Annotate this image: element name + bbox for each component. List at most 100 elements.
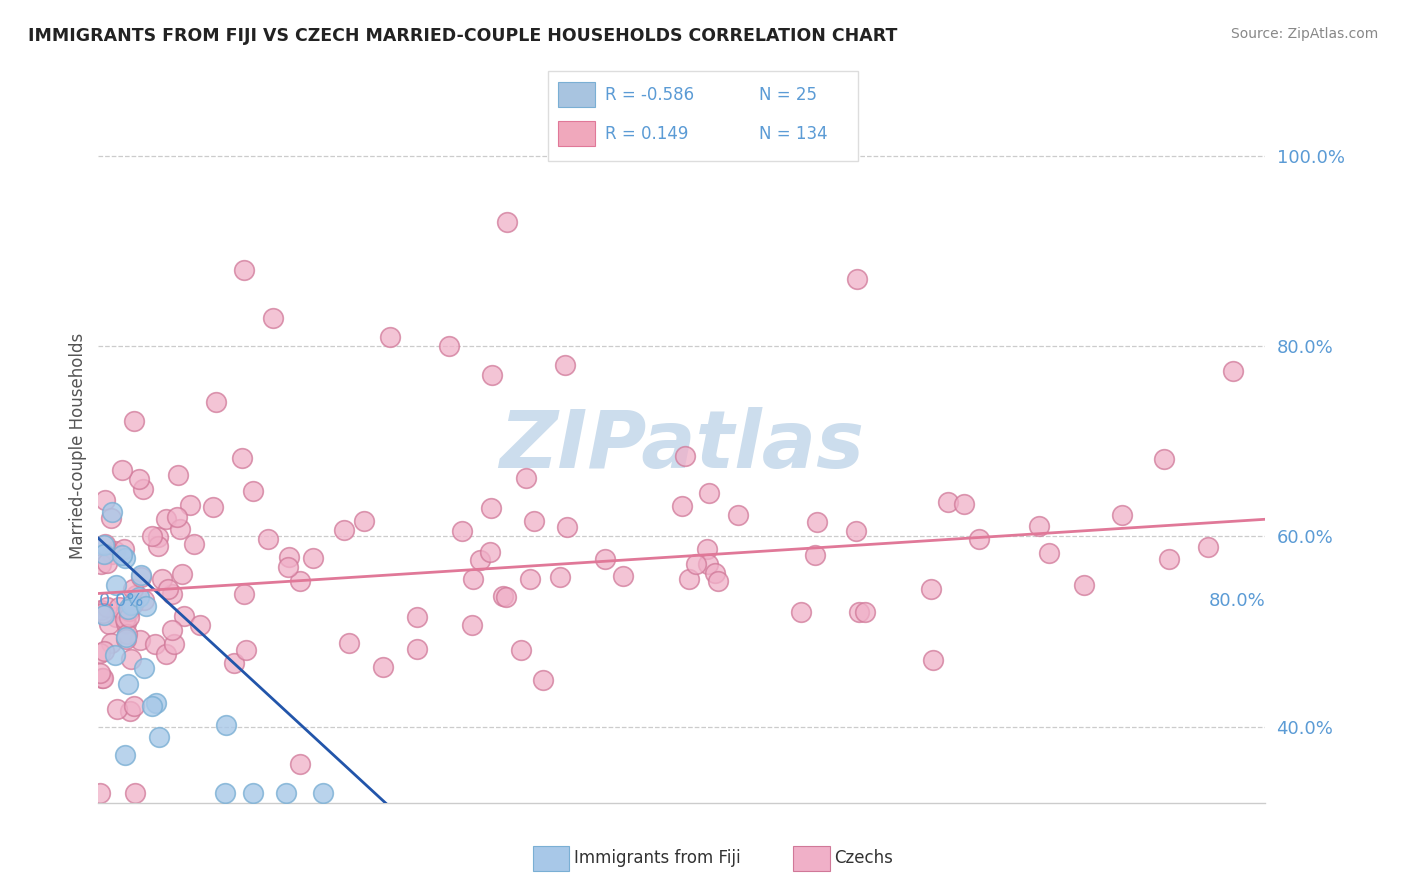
Point <box>135 599 157 613</box>
Point <box>129 632 152 647</box>
Point <box>214 786 236 800</box>
Point <box>90 603 112 617</box>
Point <box>593 551 616 566</box>
Point <box>105 610 128 624</box>
Point <box>202 500 225 515</box>
Point <box>156 582 179 596</box>
Point <box>461 618 484 632</box>
Point <box>112 541 135 556</box>
Point <box>1038 546 1060 560</box>
Point <box>256 533 278 547</box>
Point <box>114 550 136 565</box>
Text: Czechs: Czechs <box>834 849 893 867</box>
Text: Source: ZipAtlas.com: Source: ZipAtlas.com <box>1230 27 1378 41</box>
Point <box>845 524 868 538</box>
Point <box>160 587 183 601</box>
Point <box>531 673 554 688</box>
Point <box>100 511 122 525</box>
Point <box>179 499 201 513</box>
Point <box>117 627 139 641</box>
Point <box>110 548 132 562</box>
Point <box>673 449 696 463</box>
Point <box>463 572 485 586</box>
Text: N = 25: N = 25 <box>759 86 817 103</box>
Point <box>803 548 825 562</box>
Point <box>94 493 117 508</box>
Point <box>1157 551 1180 566</box>
Point <box>233 587 256 601</box>
Text: ZIPatlas: ZIPatlas <box>499 407 865 485</box>
Point <box>100 636 122 650</box>
Point <box>94 537 117 551</box>
Point <box>277 550 299 565</box>
Point <box>114 748 136 763</box>
Point <box>1153 451 1175 466</box>
Point <box>274 786 297 800</box>
Point <box>183 537 205 551</box>
Point <box>143 637 166 651</box>
Point <box>353 514 375 528</box>
Point <box>846 272 869 286</box>
Point <box>235 643 257 657</box>
Point <box>141 528 163 542</box>
Point <box>1028 519 1050 533</box>
Text: R = 0.149: R = 0.149 <box>605 125 688 143</box>
Point <box>920 582 942 597</box>
Point <box>104 648 127 662</box>
Point <box>548 570 571 584</box>
Point <box>129 568 152 582</box>
Point <box>1222 364 1244 378</box>
Point <box>91 671 114 685</box>
Point <box>706 574 728 588</box>
Point <box>128 590 150 604</box>
Point <box>515 471 537 485</box>
Point <box>120 704 142 718</box>
Point <box>952 496 974 510</box>
Point <box>936 495 959 509</box>
Point <box>967 532 990 546</box>
Point <box>122 699 145 714</box>
Point <box>373 660 395 674</box>
Point <box>233 263 256 277</box>
Point <box>104 544 127 558</box>
Point <box>1197 540 1219 554</box>
Point <box>93 547 115 561</box>
Point <box>169 522 191 536</box>
Point <box>155 648 177 662</box>
Point <box>380 329 402 343</box>
Point <box>93 607 115 622</box>
Point <box>114 612 136 626</box>
Text: 80.0%: 80.0% <box>1209 592 1265 610</box>
Point <box>704 566 727 580</box>
Point <box>288 574 311 588</box>
Point <box>132 483 155 497</box>
Point <box>125 588 148 602</box>
Point <box>479 545 502 559</box>
Point <box>612 569 634 583</box>
Point <box>492 589 515 603</box>
Point <box>101 505 124 519</box>
Point <box>509 642 531 657</box>
Point <box>117 604 139 618</box>
Point <box>170 566 193 581</box>
Point <box>853 605 876 619</box>
Y-axis label: Married-couple Households: Married-couple Households <box>69 333 87 559</box>
Point <box>93 538 115 552</box>
Text: 0.0%: 0.0% <box>98 592 143 610</box>
Point <box>922 653 945 667</box>
Point <box>1111 508 1133 522</box>
Point <box>155 511 177 525</box>
Point <box>96 600 118 615</box>
Point <box>118 610 141 624</box>
Point <box>848 605 870 619</box>
Point <box>685 557 707 571</box>
Point <box>162 624 184 638</box>
Point <box>93 644 115 658</box>
Point <box>173 609 195 624</box>
Point <box>96 556 118 570</box>
Point <box>122 597 145 611</box>
Point <box>120 652 142 666</box>
Point <box>495 590 517 604</box>
Point <box>554 358 576 372</box>
Point <box>405 642 427 657</box>
